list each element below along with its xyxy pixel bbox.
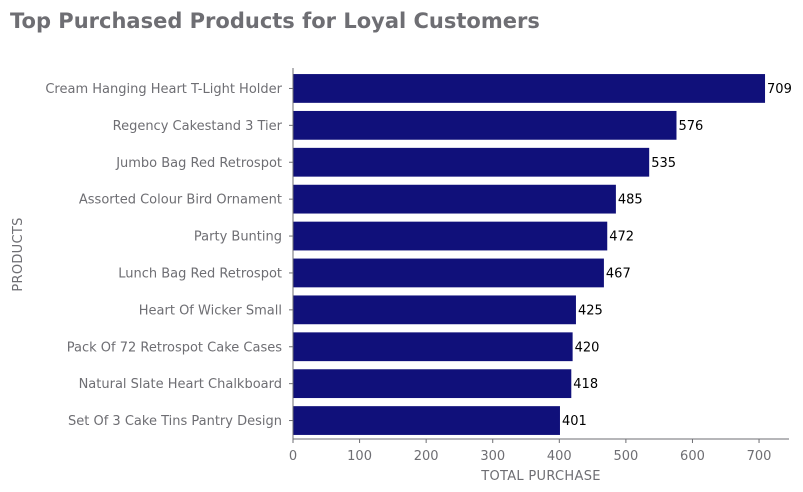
bar — [293, 184, 616, 214]
category-label: Lunch Bag Red Retrospot — [118, 266, 282, 281]
x-tick-label: 600 — [680, 449, 705, 464]
data-label: 418 — [573, 377, 598, 392]
category-label: Assorted Colour Bird Ornament — [79, 193, 282, 208]
category-label: Set Of 3 Cake Tins Pantry Design — [68, 414, 282, 429]
data-label: 472 — [609, 230, 634, 245]
bar — [293, 295, 576, 325]
x-tick-label: 100 — [347, 449, 372, 464]
bars-group — [293, 74, 766, 435]
data-label: 467 — [606, 266, 631, 281]
category-label: Cream Hanging Heart T-Light Holder — [45, 82, 282, 97]
bar — [293, 147, 650, 177]
data-label: 535 — [651, 156, 676, 171]
data-label: 401 — [562, 414, 587, 429]
x-tick-label: 300 — [480, 449, 505, 464]
data-labels: 709 576 535 485 472 467 425 420 418 401 — [562, 82, 792, 429]
x-tick-label: 500 — [613, 449, 638, 464]
x-axis-label: TOTAL PURCHASE — [480, 469, 601, 484]
category-label: Natural Slate Heart Chalkboard — [79, 377, 282, 392]
category-label: Party Bunting — [194, 230, 282, 245]
bar — [293, 258, 604, 288]
bar — [293, 332, 573, 362]
category-labels: Cream Hanging Heart T-Light Holder Regenc… — [45, 82, 293, 429]
category-label: Jumbo Bag Red Retrospot — [115, 156, 282, 171]
category-label: Heart Of Wicker Small — [139, 303, 282, 318]
x-axis-ticks: 0 100 200 300 400 500 600 700 — [289, 439, 772, 464]
x-tick-label: 200 — [414, 449, 439, 464]
data-label: 425 — [578, 303, 603, 318]
bar — [293, 74, 766, 103]
bar — [293, 221, 608, 251]
x-tick-label: 700 — [747, 449, 772, 464]
x-tick-label: 400 — [547, 449, 572, 464]
data-label: 420 — [575, 340, 600, 355]
bar — [293, 369, 572, 399]
chart-title: Top Purchased Products for Loyal Custome… — [10, 9, 540, 33]
data-label: 709 — [767, 82, 792, 97]
category-label: Pack Of 72 Retrospot Cake Cases — [67, 340, 282, 355]
data-label: 576 — [678, 119, 703, 134]
bar — [293, 110, 677, 140]
x-tick-label: 0 — [289, 449, 297, 464]
category-label: Regency Cakestand 3 Tier — [113, 119, 283, 134]
bar — [293, 406, 560, 435]
y-axis-label: PRODUCTS — [11, 217, 26, 291]
data-label: 485 — [618, 193, 643, 208]
